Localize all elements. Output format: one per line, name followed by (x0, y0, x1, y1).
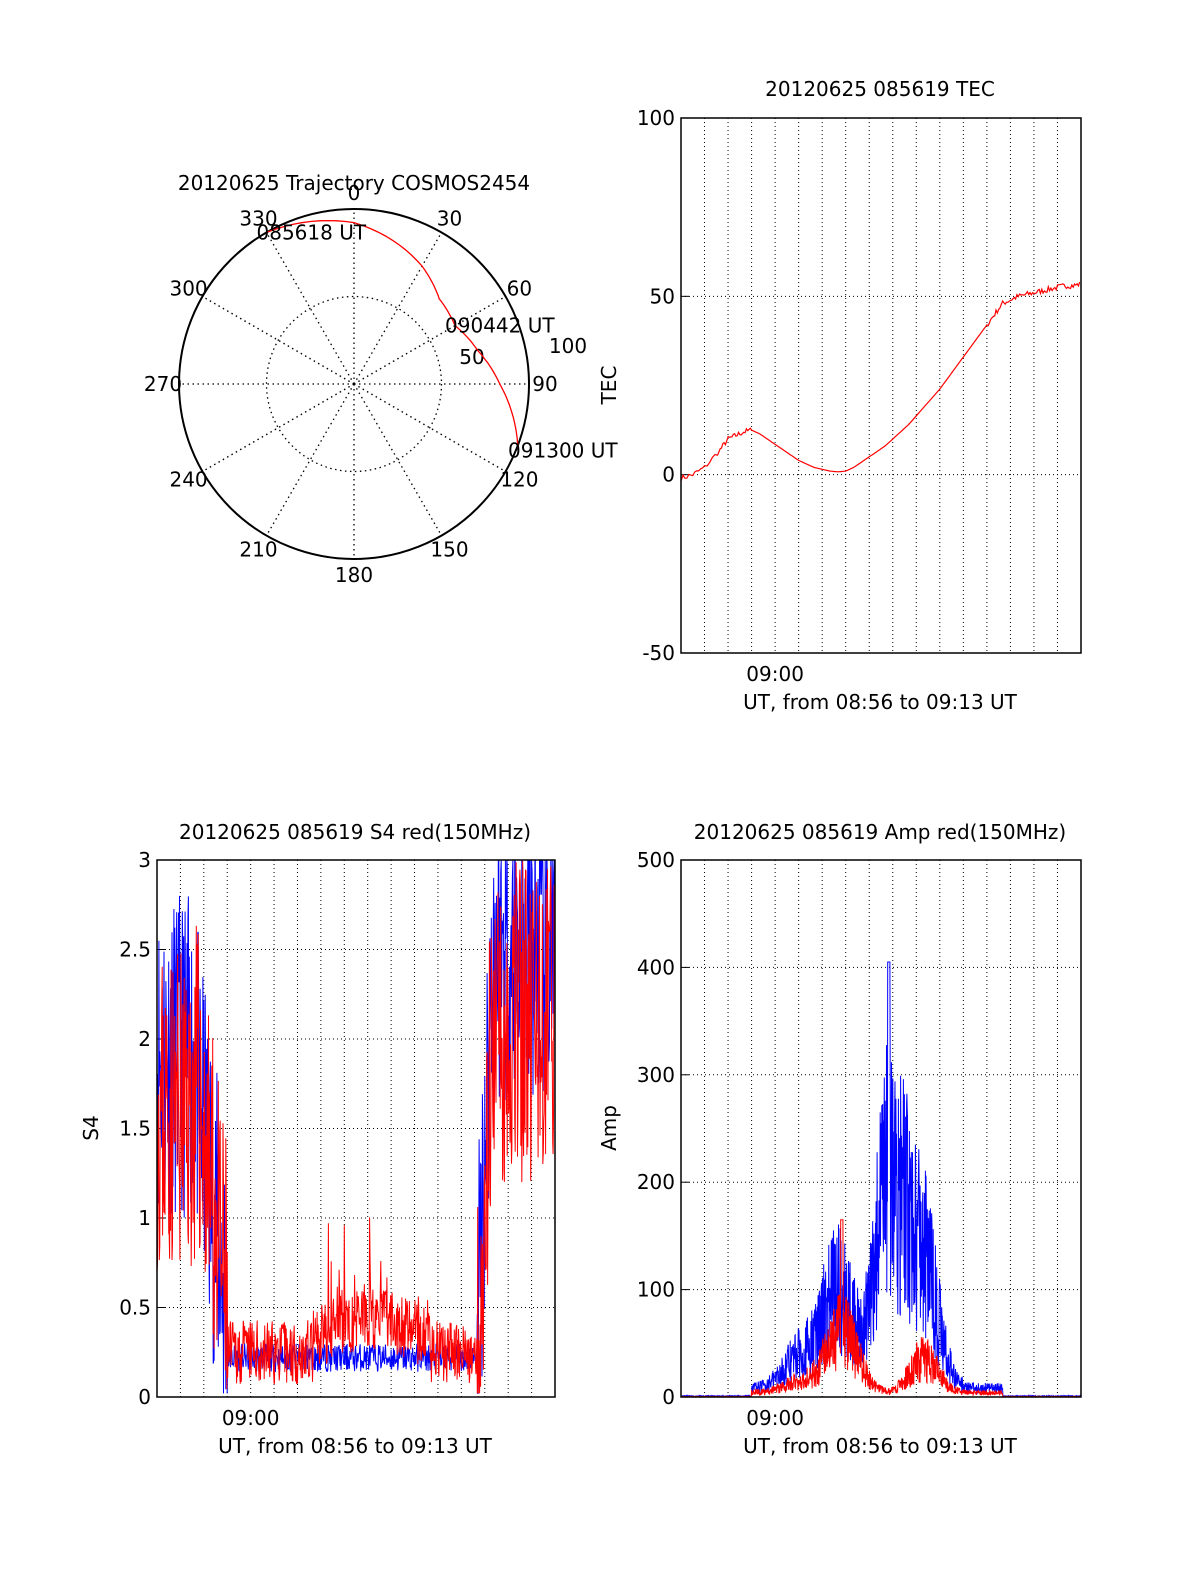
tec-ytick-label: 0 (662, 463, 675, 487)
tec-plot-area: -50 0 50 100 09:00 (637, 106, 1082, 686)
amp-ytick-label: 400 (637, 955, 675, 979)
polar-angle-label: 300 (169, 277, 207, 301)
amp-ytick-label: 100 (637, 1278, 675, 1302)
s4-ytick-label: 2.5 (119, 938, 151, 962)
amp-chart: 20120625 085619 Amp red(150MHz) Amp UT, … (597, 820, 1082, 1458)
polar-radial-label: 50 (459, 345, 484, 369)
s4-ylabel: S4 (79, 1115, 103, 1140)
amp-ytick-label: 200 (637, 1170, 675, 1194)
tec-ytick-label: 100 (637, 106, 675, 130)
amp-blue-series (680, 961, 1082, 1399)
polar-angle-label: 60 (507, 277, 532, 301)
s4-ytick-label: 3 (138, 848, 151, 872)
polar-radial-label: 100 (549, 334, 587, 358)
polar-spoke (202, 295, 355, 385)
tec-chart: 20120625 085619 TEC TEC UT, from 08:56 t… (597, 77, 1082, 714)
polar-spoke (202, 383, 355, 473)
s4-chart: 20120625 085619 S4 red(150MHz) S4 UT, fr… (79, 820, 556, 1458)
amp-ytick-label: 0 (662, 1385, 675, 1409)
amp-plot-area: 0 100 200 300 400 500 09:00 (637, 848, 1082, 1430)
trajectory-line (266, 219, 519, 451)
tec-frame (680, 117, 1082, 654)
polar-angle-label: 120 (500, 468, 538, 492)
polar-angle-label: 330 (239, 207, 277, 231)
trajectory-polar-chart: 20120625 Trajectory COSMOS2454 0 30 60 90 12… (144, 171, 618, 587)
amp-frame (680, 859, 1082, 1398)
amp-xtick-label: 09:00 (746, 1406, 804, 1430)
polar-spoke (353, 383, 443, 536)
polar-spoke (353, 295, 506, 385)
amp-ytick-label: 300 (637, 1063, 675, 1087)
s4-plot-area: 0 0.5 1 1.5 2 2.5 3 09:00 (119, 848, 556, 1430)
polar-spoke (353, 383, 506, 473)
tec-title: 20120625 085619 TEC (765, 77, 995, 101)
s4-ytick-label: 1.5 (119, 1117, 151, 1141)
tec-xlabel: UT, from 08:56 to 09:13 UT (743, 690, 1018, 714)
tec-ylabel: TEC (597, 366, 621, 406)
s4-xlabel: UT, from 08:56 to 09:13 UT (218, 1434, 493, 1458)
polar-angle-label: 180 (335, 563, 373, 587)
s4-ytick-label: 0 (138, 1385, 151, 1409)
amp-red-series (680, 1219, 1082, 1399)
polar-spoke (265, 232, 355, 385)
polar-ring-50 (265, 295, 443, 473)
tec-series-line (680, 281, 1081, 482)
trajectory-time-label: 090442 UT (445, 314, 555, 338)
s4-title: 20120625 085619 S4 red(150MHz) (179, 820, 531, 844)
amp-ylabel: Amp (597, 1105, 621, 1151)
s4-frame (156, 859, 556, 1398)
trajectory-time-label: 091300 UT (508, 438, 618, 462)
amp-title: 20120625 085619 Amp red(150MHz) (694, 820, 1066, 844)
amp-ytick-label: 500 (637, 848, 675, 872)
polar-title: 20120625 Trajectory COSMOS2454 (178, 171, 530, 195)
polar-angle-label: 240 (169, 468, 207, 492)
polar-spoke (353, 232, 443, 385)
trajectory-time-label: 085618 UT (257, 220, 367, 244)
polar-angle-label: 270 (144, 372, 182, 396)
polar-angle-labels: 0 30 60 90 120 150 180 210 240 270 300 330 50 100 (144, 181, 587, 587)
polar-angle-label: 30 (437, 207, 462, 231)
tec-xtick-label: 09:00 (746, 662, 804, 686)
s4-xtick-label: 09:00 (222, 1406, 280, 1430)
polar-angle-label: 90 (532, 372, 557, 396)
polar-angle-label: 150 (430, 537, 468, 561)
s4-ytick-label: 0.5 (119, 1296, 151, 1320)
polar-angle-label: 0 (348, 181, 361, 205)
tec-ytick-label: 50 (650, 284, 675, 308)
polar-spoke (265, 383, 355, 536)
polar-trajectory: 085618 UT 090442 UT 091300 UT (257, 219, 618, 462)
polar-angle-label: 210 (239, 537, 277, 561)
polar-outer-circle (178, 208, 530, 560)
amp-xlabel: UT, from 08:56 to 09:13 UT (743, 1434, 1018, 1458)
s4-ytick-label: 1 (138, 1206, 151, 1230)
s4-red-series (156, 860, 555, 1394)
polar-grid (178, 208, 530, 560)
s4-ytick-label: 2 (138, 1027, 151, 1051)
s4-blue-series (156, 859, 555, 1394)
tec-ytick-label: -50 (642, 641, 675, 665)
